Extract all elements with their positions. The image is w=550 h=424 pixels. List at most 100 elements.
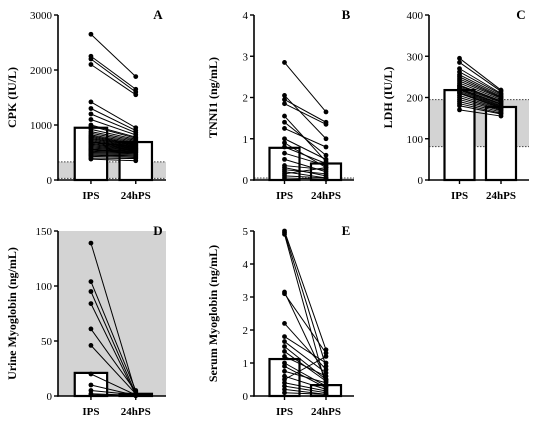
y-tick-label: 50 bbox=[41, 336, 53, 348]
point-ips bbox=[282, 354, 287, 359]
paired-line bbox=[284, 375, 327, 390]
paired-line bbox=[284, 158, 327, 173]
paired-line bbox=[459, 90, 502, 108]
point-24hps bbox=[323, 121, 329, 127]
paired-line bbox=[90, 108, 136, 131]
point-24hps bbox=[323, 144, 329, 150]
paired-line bbox=[90, 131, 136, 141]
point-ips bbox=[457, 55, 462, 61]
paired-line bbox=[459, 80, 502, 99]
paired-line bbox=[90, 139, 136, 147]
x-category-label: IPS bbox=[82, 190, 99, 202]
paired-line bbox=[284, 177, 327, 180]
paired-line bbox=[459, 62, 502, 92]
panel-e: 0 1 2 3 4 5 IPS 24hPS Serum Myoglobin (ng/mL) E bbox=[206, 223, 354, 418]
x-category-label: 24hPS bbox=[121, 190, 151, 202]
point-ips bbox=[282, 126, 287, 131]
paired-line bbox=[284, 230, 327, 350]
y-tick-label: 200 bbox=[407, 93, 424, 105]
y-tick-label: 300 bbox=[407, 51, 424, 63]
paired-line bbox=[284, 62, 327, 113]
paired-line bbox=[284, 291, 327, 380]
paired-line bbox=[284, 382, 327, 392]
point-24hps bbox=[323, 363, 329, 369]
paired-line bbox=[90, 303, 137, 396]
point-ips bbox=[282, 368, 287, 374]
paired-line bbox=[284, 355, 327, 377]
paired-line bbox=[90, 242, 137, 393]
point-ips bbox=[88, 156, 94, 162]
paired-line bbox=[90, 150, 136, 153]
y-tick-label: 150 bbox=[36, 226, 53, 238]
point-ips bbox=[282, 156, 287, 162]
y-tick-label: 1000 bbox=[30, 120, 53, 132]
paired-line bbox=[284, 293, 327, 354]
bar-24hps bbox=[484, 105, 518, 182]
point-ips bbox=[282, 175, 287, 181]
point-24hps bbox=[323, 156, 329, 162]
point-ips bbox=[282, 349, 287, 354]
paired-line bbox=[90, 132, 136, 142]
paired-line bbox=[90, 328, 137, 392]
panel-letter: D bbox=[153, 223, 162, 238]
paired-line bbox=[90, 113, 136, 134]
paired-line bbox=[284, 385, 327, 394]
y-tick-label: 3 bbox=[243, 292, 249, 304]
paired-line bbox=[284, 146, 327, 164]
paired-line bbox=[459, 76, 502, 98]
paired-line bbox=[90, 345, 137, 395]
point-ips bbox=[88, 56, 94, 62]
paired-line bbox=[90, 128, 136, 140]
point-ips bbox=[282, 339, 287, 344]
point-24hps bbox=[323, 380, 329, 386]
panel-letter: C bbox=[516, 7, 525, 22]
paired-line bbox=[459, 87, 502, 105]
point-24hps bbox=[323, 367, 329, 372]
point-ips bbox=[457, 107, 462, 113]
paired-line bbox=[459, 92, 502, 109]
paired-line bbox=[90, 152, 136, 154]
point-ips bbox=[88, 279, 94, 284]
paired-line bbox=[90, 145, 136, 150]
paired-line bbox=[459, 89, 502, 107]
x-category-label: 24hPS bbox=[311, 406, 341, 418]
x-category-label: IPS bbox=[276, 406, 293, 418]
y-tick-label: 400 bbox=[407, 10, 424, 22]
point-ips bbox=[88, 99, 94, 105]
paired-line bbox=[459, 88, 502, 105]
paired-line bbox=[90, 144, 136, 150]
paired-line bbox=[284, 370, 327, 384]
panel-c: 0 100 200 300 400 IPS 24hPS LDH (IU/L) C bbox=[381, 7, 529, 202]
point-24hps bbox=[323, 136, 329, 142]
y-axis-label: Urine Myoglobin (ng/mL) bbox=[5, 247, 19, 380]
y-axis-label: Serum Myoglobin (ng/mL) bbox=[206, 245, 220, 382]
point-ips bbox=[282, 373, 287, 379]
paired-line bbox=[284, 355, 327, 380]
x-category-label: IPS bbox=[451, 190, 468, 202]
paired-line bbox=[284, 346, 327, 380]
point-ips bbox=[88, 31, 94, 37]
paired-line bbox=[90, 134, 136, 144]
paired-line bbox=[284, 127, 327, 148]
paired-line bbox=[459, 71, 502, 95]
point-ips bbox=[282, 150, 287, 156]
point-24hps bbox=[323, 165, 329, 171]
paired-line bbox=[284, 169, 327, 175]
point-ips bbox=[282, 113, 287, 119]
paired-line bbox=[90, 141, 136, 147]
point-24hps bbox=[498, 113, 504, 119]
paired-line bbox=[90, 154, 136, 156]
point-ips bbox=[282, 387, 287, 392]
panel-letter: E bbox=[342, 223, 351, 238]
point-ips bbox=[282, 119, 287, 125]
paired-line bbox=[90, 153, 136, 155]
y-tick-label: 0 bbox=[418, 175, 424, 187]
paired-line bbox=[90, 58, 137, 93]
paired-line bbox=[284, 121, 327, 156]
paired-line bbox=[90, 135, 136, 145]
y-tick-label: 4 bbox=[243, 10, 249, 22]
paired-line bbox=[284, 95, 327, 140]
point-ips bbox=[282, 140, 287, 146]
paired-line bbox=[90, 147, 136, 151]
point-ips bbox=[282, 231, 287, 237]
